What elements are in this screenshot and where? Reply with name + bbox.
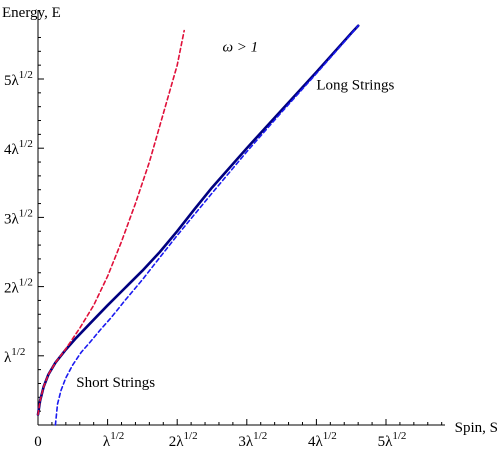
- y-tick-label: 3λ1/2: [4, 207, 33, 227]
- labels: 0 λ1/2 2λ1/2 3λ1/2 4λ1/2 5λ1/2 λ1/2 2λ1/2 3λ1/2 4…: [2, 5, 498, 450]
- x-tick-label: 0: [34, 434, 42, 450]
- series-line-2: [54, 24, 360, 426]
- x-tick-label: 2λ1/2: [169, 430, 198, 450]
- x-axis-title: Spin, S: [455, 420, 498, 436]
- axes: [37, 10, 445, 426]
- y-tick-label: 5λ1/2: [4, 69, 33, 89]
- annotation: Short Strings: [76, 375, 155, 391]
- x-tick-label: λ1/2: [103, 430, 124, 450]
- series-line-1: [37, 29, 185, 416]
- x-tick-label: 4λ1/2: [308, 430, 337, 450]
- series-layer: [36, 24, 360, 426]
- y-tick-label: 4λ1/2: [4, 138, 33, 158]
- annotation: ω > 1: [222, 39, 258, 55]
- x-tick-label: 5λ1/2: [378, 430, 407, 450]
- y-axis-title: Energy, E: [2, 5, 61, 21]
- series-line-0: [36, 24, 360, 416]
- y-tick-label: 2λ1/2: [4, 277, 33, 297]
- annotation: Long Strings: [316, 77, 394, 93]
- x-tick-label: 3λ1/2: [238, 430, 267, 450]
- y-tick-label: λ1/2: [4, 346, 25, 366]
